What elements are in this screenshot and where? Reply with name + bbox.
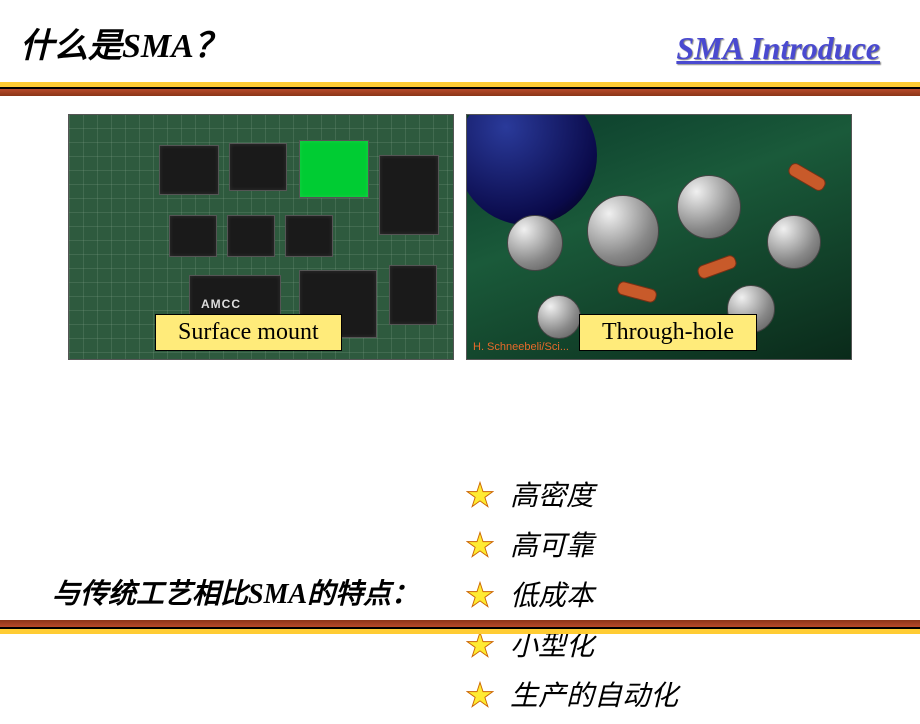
star-icon	[466, 580, 494, 608]
feature-item: 高可靠	[466, 524, 678, 564]
feature-list: 高密度 高可靠 低成本 小型化 生产的自动化	[466, 474, 678, 724]
feature-item: 生产的自动化	[466, 674, 678, 714]
bottom-divider	[0, 620, 920, 634]
content: AMCC Surface mount H. Schneebeli/Sci... …	[0, 96, 920, 616]
image-row: AMCC Surface mount H. Schneebeli/Sci... …	[0, 96, 920, 360]
through-hole-image: H. Schneebeli/Sci... Through-hole	[466, 114, 852, 360]
feature-text: 高可靠	[510, 524, 594, 564]
star-icon	[466, 680, 494, 708]
title-left: 什么是SMA？	[20, 18, 228, 67]
top-divider	[0, 82, 920, 96]
star-icon	[466, 530, 494, 558]
header: 什么是SMA？ SMA Introduce	[0, 0, 920, 82]
star-icon	[466, 480, 494, 508]
feature-item: 高密度	[466, 474, 678, 514]
through-hole-label: Through-hole	[579, 314, 757, 351]
feature-item: 低成本	[466, 574, 678, 614]
surface-mount-label: Surface mount	[155, 314, 342, 351]
feature-text: 低成本	[510, 574, 594, 614]
surface-mount-image: AMCC Surface mount	[68, 114, 454, 360]
subtitle: 与传统工艺相比SMA的特点：	[52, 572, 419, 612]
chip-logo-text: AMCC	[201, 297, 241, 311]
photo-credit: H. Schneebeli/Sci...	[473, 341, 569, 353]
title-right: SMA Introduce	[676, 30, 880, 67]
feature-text: 高密度	[510, 474, 594, 514]
feature-text: 生产的自动化	[510, 674, 678, 714]
star-icon	[466, 630, 494, 658]
